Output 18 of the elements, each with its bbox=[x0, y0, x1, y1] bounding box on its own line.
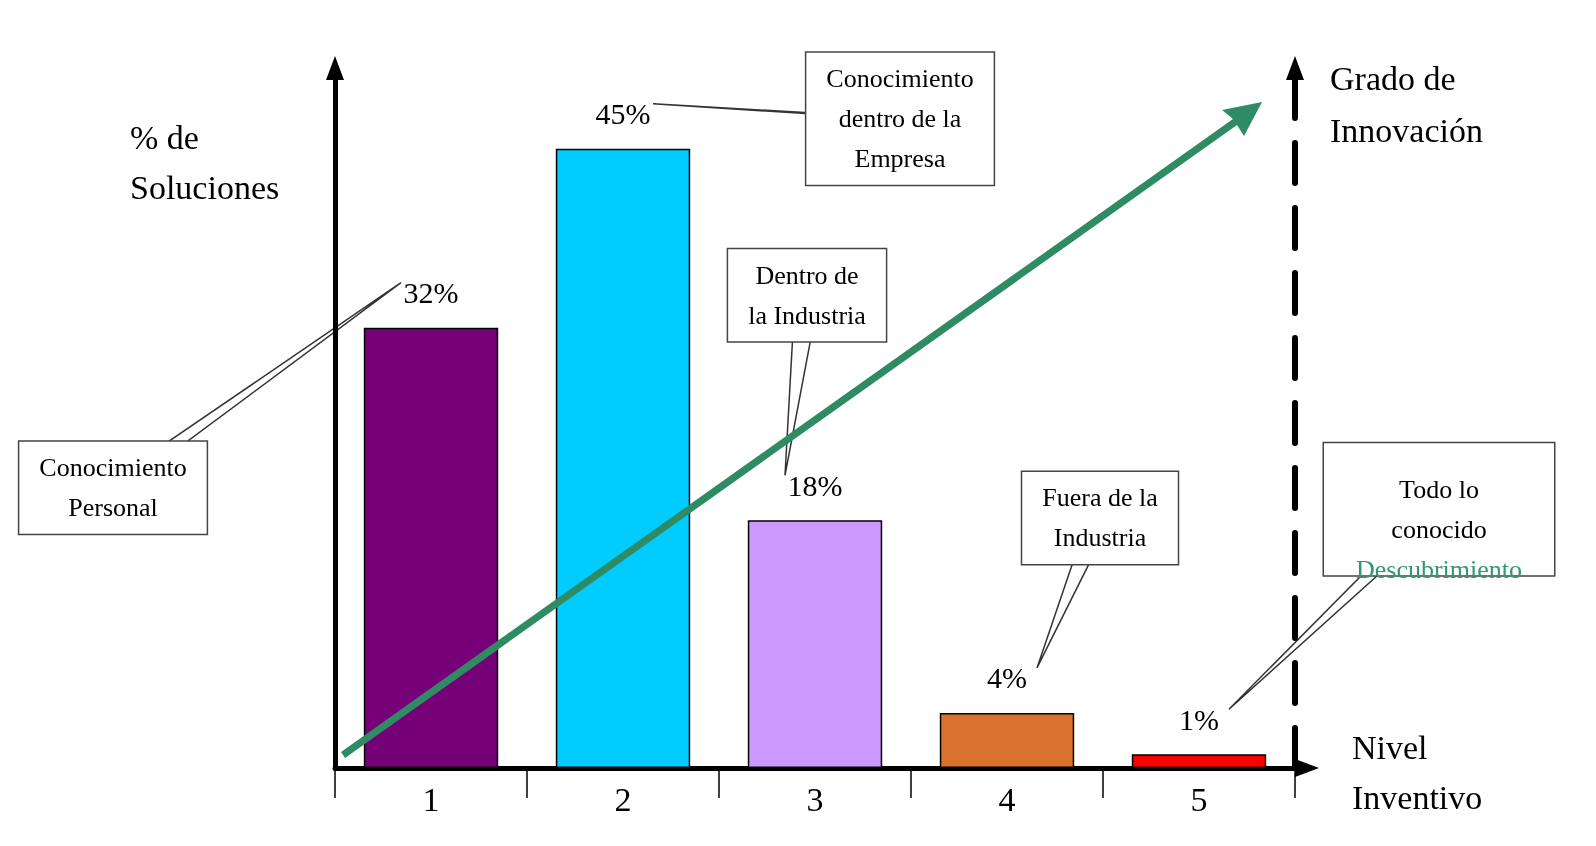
x-tick-label: 5 bbox=[1190, 780, 1208, 818]
annotation: Fuera de la Industria bbox=[1042, 483, 1159, 553]
x-axis-title: Nivel Inventivo bbox=[1352, 728, 1483, 816]
data-label: 4% bbox=[987, 661, 1027, 695]
y-axis-title: % de Soluciones bbox=[130, 118, 280, 206]
annotation: Dentro de la Industria bbox=[748, 260, 867, 330]
text: Conocimiento Personal bbox=[39, 453, 187, 523]
x-tick-label: 2 bbox=[614, 780, 632, 818]
data-label: 45% bbox=[595, 97, 651, 131]
x-tick-label: 3 bbox=[806, 780, 824, 818]
y2-axis-title: Grado de Innovación bbox=[1330, 59, 1483, 149]
data-label: 18% bbox=[787, 468, 843, 502]
text: Todo lo conocido bbox=[1391, 474, 1487, 544]
x-tick-label: 4 bbox=[998, 780, 1016, 818]
data-label: 1% bbox=[1179, 702, 1219, 736]
data-label: 32% bbox=[403, 276, 459, 310]
annotation: Conocimiento dentro de la Empresa bbox=[826, 64, 974, 174]
x-tick-label: 1 bbox=[422, 780, 440, 818]
